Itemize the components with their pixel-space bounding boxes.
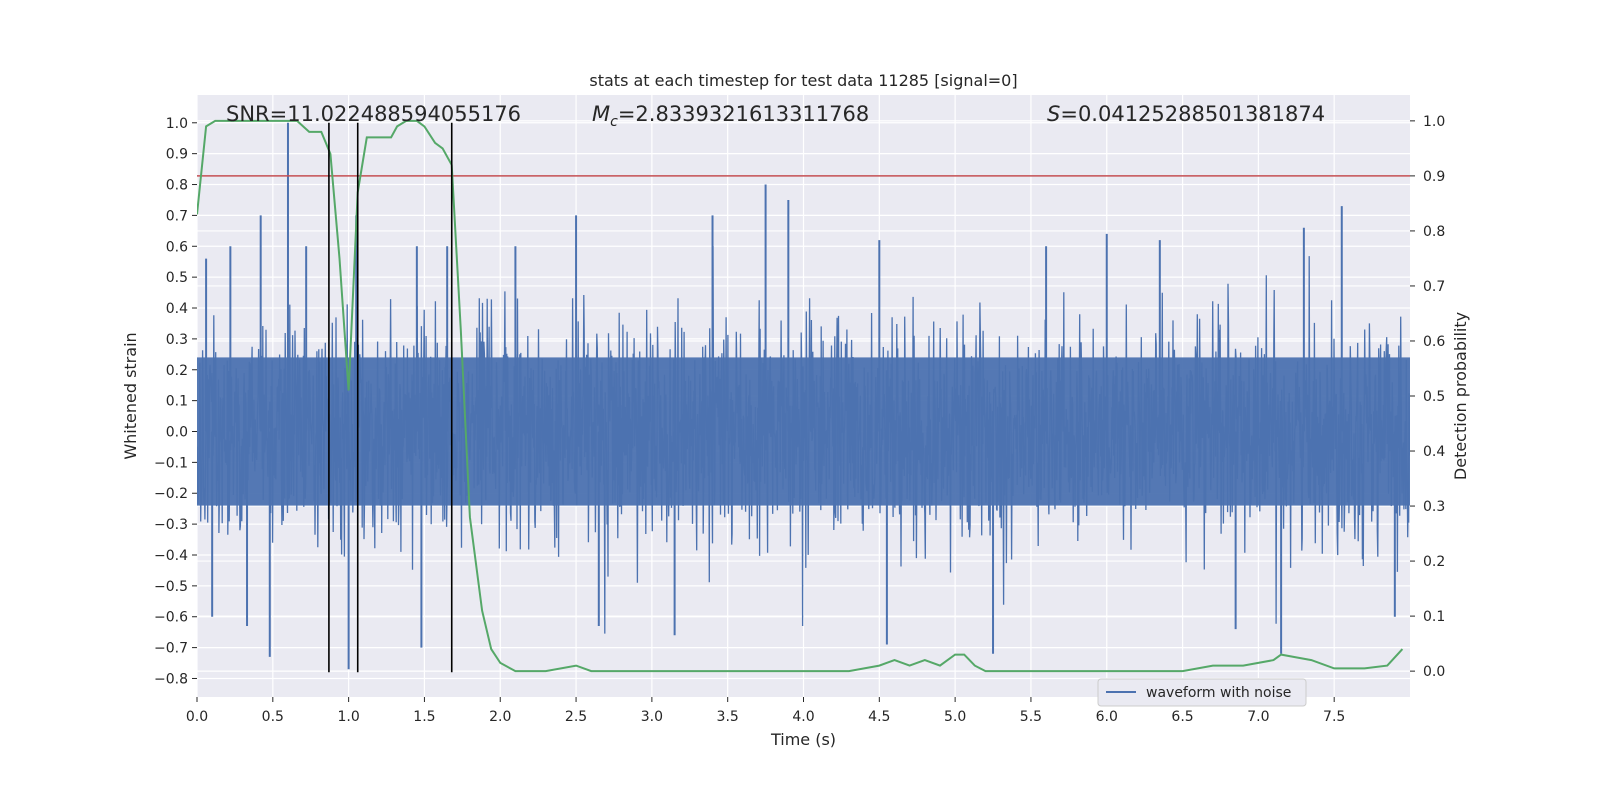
x-tick-label: 6.0 (1096, 709, 1118, 725)
x-tick-label: 2.5 (565, 709, 587, 725)
y-tick-label: 0.6 (166, 239, 188, 255)
x-tick-label: 3.5 (717, 709, 739, 725)
x-tick-label: 2.0 (489, 709, 511, 725)
y2-tick-label: 0.4 (1423, 444, 1445, 460)
y-axis-label: Whitened strain (121, 332, 140, 459)
x-tick-label: 3.0 (641, 709, 663, 725)
y-tick-label: 0.5 (166, 270, 188, 286)
y-tick-label: 1.0 (166, 116, 188, 132)
mc-value: =2.8339321613311768 (618, 102, 869, 126)
x-tick-label: 4.0 (792, 709, 814, 725)
mc-subscript: c (610, 114, 618, 130)
x-tick-label: 0.0 (186, 709, 208, 725)
x-tick-label: 0.5 (262, 709, 284, 725)
y-axis-ticks: −0.8 −0.7 −0.6 −0.5 −0.4 −0.3 −0.2 −0.1 0.0 0.1 0.… (154, 116, 197, 687)
mc-symbol: M (592, 102, 610, 126)
snr-annotation: SNR=11.022488594055176 (226, 102, 521, 126)
y-tick-label: 0.1 (166, 394, 188, 410)
x-tick-label: 1.5 (413, 709, 435, 725)
y2-tick-label: 0.6 (1423, 334, 1445, 350)
x-tick-label: 4.5 (868, 709, 890, 725)
x-tick-label: 5.0 (944, 709, 966, 725)
y2-tick-label: 0.3 (1423, 499, 1445, 515)
y-tick-label: 0.0 (166, 425, 188, 441)
y-tick-label: 0.7 (166, 208, 188, 224)
y-tick-label: 0.4 (166, 301, 188, 317)
legend-entry: waveform with noise (1146, 685, 1291, 701)
x-tick-label: 1.0 (337, 709, 359, 725)
y2-tick-label: 0.5 (1423, 389, 1445, 405)
y2-tick-label: 1.0 (1423, 114, 1445, 130)
x-tick-label: 5.5 (1020, 709, 1042, 725)
y-tick-label: 0.8 (166, 178, 188, 194)
x-axis-ticks: 0.0 0.5 1.0 1.5 2.0 2.5 3.0 3.5 4.0 4.5 5.0 5.5 6.0 6… (186, 697, 1345, 725)
plot-content (197, 119, 1410, 673)
s-value: =0.04125288501381874 (1060, 102, 1325, 126)
y-tick-label: −0.2 (154, 486, 188, 502)
y-tick-label: −0.4 (154, 548, 188, 564)
y-tick-label: −0.5 (154, 579, 188, 595)
x-tick-label: 7.0 (1247, 709, 1269, 725)
y2-axis-label: Detection probability (1451, 312, 1470, 480)
y2-tick-label: 0.8 (1423, 224, 1445, 240)
s-symbol: S (1047, 102, 1060, 126)
y2-axis-ticks: 0.0 0.1 0.2 0.3 0.4 0.5 0.6 0.7 0.8 0.9 1.0 (1410, 114, 1445, 680)
legend-box (1097, 678, 1307, 707)
y2-tick-label: 0.7 (1423, 279, 1445, 295)
y2-tick-label: 0.2 (1423, 554, 1445, 570)
y-tick-label: −0.7 (154, 641, 188, 657)
vertical-markers (328, 122, 453, 673)
chirp-mass-annotation: Mc=2.8339321613311768 (592, 102, 869, 130)
y-tick-label: −0.1 (154, 455, 188, 471)
legend: waveform with noise (1097, 678, 1307, 707)
x-tick-label: 6.5 (1171, 709, 1193, 725)
strain-series (197, 122, 1410, 670)
s-annotation: S=0.04125288501381874 (1047, 102, 1325, 126)
chart-title: stats at each timestep for test data 112… (589, 71, 1017, 90)
x-tick-label: 7.5 (1323, 709, 1345, 725)
y-tick-label: −0.6 (154, 610, 188, 626)
y2-tick-label: 0.1 (1423, 609, 1445, 625)
y2-tick-label: 0.0 (1423, 664, 1445, 680)
y-tick-label: 0.9 (166, 147, 188, 163)
strain-core-band (197, 357, 1410, 506)
y2-tick-label: 0.9 (1423, 169, 1445, 185)
y-tick-label: −0.8 (154, 671, 188, 687)
y-tick-label: 0.2 (166, 363, 188, 379)
y-tick-label: 0.3 (166, 332, 188, 348)
y-tick-label: −0.3 (154, 517, 188, 533)
x-axis-label: Time (s) (770, 730, 836, 749)
